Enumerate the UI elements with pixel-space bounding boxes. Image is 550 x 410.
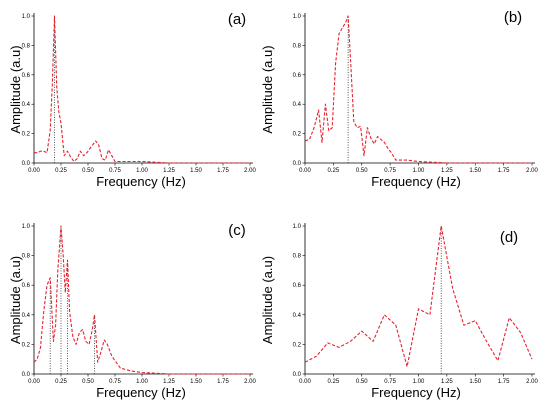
series-line	[34, 15, 250, 164]
y-tick-label: 0.8	[293, 254, 302, 260]
x-tick-label: 2.00	[244, 168, 256, 174]
y-tick-label: 0.6	[22, 73, 31, 79]
panel-label: (c)	[228, 222, 246, 239]
x-tick-label: 1.50	[190, 168, 202, 174]
x-tick-label: 0.50	[356, 168, 368, 174]
x-tick-label: 1.75	[498, 379, 510, 385]
panel-c: 0.00 0.25 0.50 0.75 1.00 1.25 1.50 1.75 2.00 0.0 0…	[8, 222, 256, 400]
y-tick-label: 0.6	[293, 73, 302, 79]
y-tick-label: 0.4	[22, 102, 31, 108]
panel-label: (b)	[504, 9, 522, 26]
y-tick-label: 0.8	[22, 254, 31, 260]
y-tick-label: 1.0	[293, 224, 302, 230]
y-tick-label: 0.6	[22, 283, 31, 289]
panel-label: (a)	[228, 11, 246, 28]
y-tick-label: 0.6	[293, 283, 302, 289]
x-axis-title: Frequency (Hz)	[96, 174, 186, 189]
x-tick-label: 0.00	[299, 168, 311, 174]
x-tick-label: 0.00	[28, 379, 40, 385]
x-tick-label: 1.25	[163, 168, 175, 174]
x-tick-label: 0.50	[82, 168, 94, 174]
y-axis-title: Amplitude (a.u)	[260, 256, 275, 344]
y-tick-label: 0.2	[293, 342, 302, 348]
x-tick-label: 1.50	[190, 379, 202, 385]
x-axis-title: Frequency (Hz)	[371, 174, 461, 189]
series-line	[33, 225, 250, 375]
y-tick-label: 0.8	[293, 43, 302, 49]
x-tick-label: 0.25	[55, 379, 67, 385]
x-tick-label: 1.50	[469, 379, 481, 385]
x-tick-label: 2.00	[244, 379, 256, 385]
y-tick-label: 1.0	[293, 14, 302, 20]
x-tick-label: 2.00	[526, 168, 538, 174]
y-tick-label: 0.4	[22, 313, 31, 319]
y-tick-label: 0.2	[22, 342, 31, 348]
x-tick-label: 0.25	[55, 168, 67, 174]
x-tick-label: 0.50	[356, 379, 368, 385]
panel-a: 0.00 0.25 0.50 0.75 1.00 1.25 1.50 1.75 2.00 0.0 0…	[8, 11, 256, 189]
y-tick-label: 0.2	[293, 132, 302, 138]
x-axis-title: Frequency (Hz)	[96, 385, 186, 400]
y-tick-label: 0.8	[22, 43, 31, 49]
x-tick-label: 1.00	[413, 379, 425, 385]
y-axis-title: Amplitude (a.u)	[8, 45, 23, 133]
y-tick-label: 0.2	[22, 132, 31, 138]
y-tick-label: 0.0	[22, 161, 31, 167]
y-tick-label: 0.0	[293, 161, 302, 167]
x-tick-label: 0.75	[109, 168, 121, 174]
x-tick-label: 2.00	[526, 379, 538, 385]
x-tick-label: 0.75	[109, 379, 121, 385]
y-tick-label: 0.4	[293, 102, 302, 108]
x-tick-label: 0.50	[82, 379, 94, 385]
x-tick-label: 1.00	[413, 168, 425, 174]
x-tick-label: 0.75	[384, 168, 396, 174]
x-tick-label: 0.25	[328, 168, 340, 174]
y-tick-label: 0.0	[22, 372, 31, 378]
x-tick-label: 0.25	[328, 379, 340, 385]
x-tick-label: 0.75	[384, 379, 396, 385]
x-tick-label: 1.75	[217, 168, 229, 174]
y-tick-label: 0.4	[293, 313, 302, 319]
x-tick-label: 1.25	[441, 379, 453, 385]
x-axis-title: Frequency (Hz)	[371, 385, 461, 400]
x-tick-label: 0.00	[299, 379, 311, 385]
panel-d: 0.00 0.25 0.50 0.75 1.00 1.25 1.50 1.75 2.00 0.0 0…	[260, 223, 538, 400]
x-tick-label: 0.00	[28, 168, 40, 174]
x-tick-label: 1.25	[441, 168, 453, 174]
y-axis-title: Amplitude (a.u)	[8, 256, 23, 344]
panel-b: 0.00 0.25 0.50 0.75 1.00 1.25 1.50 1.75 2.00 0.0 0…	[260, 9, 538, 189]
x-tick-label: 1.75	[498, 168, 510, 174]
x-tick-label: 1.00	[136, 168, 148, 174]
x-tick-label: 1.75	[217, 379, 229, 385]
y-tick-label: 1.0	[22, 14, 31, 20]
y-axis-title: Amplitude (a.u)	[260, 45, 275, 133]
series-line	[304, 15, 532, 164]
y-tick-label: 0.0	[293, 372, 302, 378]
x-tick-label: 1.00	[136, 379, 148, 385]
x-tick-label: 1.25	[163, 379, 175, 385]
x-tick-label: 1.50	[469, 168, 481, 174]
series-line	[304, 225, 533, 368]
panel-label: (d)	[500, 229, 518, 246]
y-tick-label: 1.0	[22, 224, 31, 230]
